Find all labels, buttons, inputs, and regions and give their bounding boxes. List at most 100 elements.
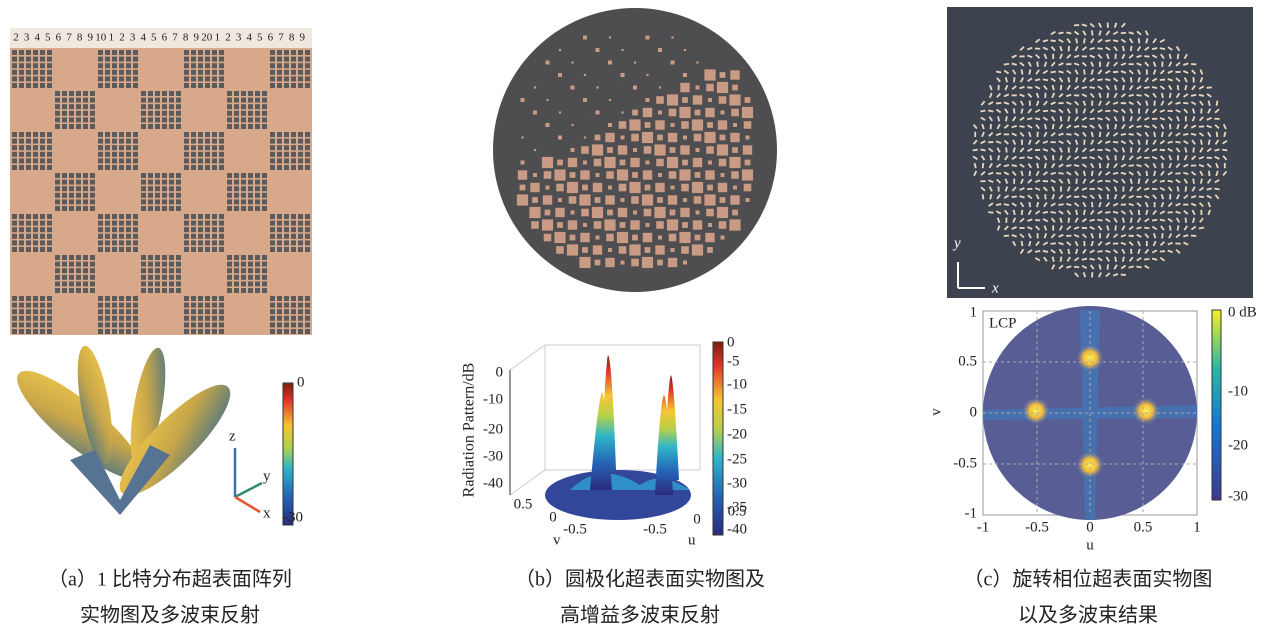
- dash: [1019, 157, 1024, 158]
- grid-cell: [105, 322, 110, 327]
- grid-cell: [155, 275, 160, 280]
- cell: [518, 170, 527, 179]
- grid-cell: [62, 206, 67, 211]
- grid-cell: [141, 255, 146, 260]
- ruler-digit: 4: [140, 32, 146, 44]
- grid-cell: [212, 234, 217, 239]
- x-tick-label: -1: [977, 519, 990, 535]
- grid-cell: [212, 322, 217, 327]
- cell: [654, 207, 665, 218]
- grid-cell: [227, 98, 232, 103]
- colorbar-label: -30: [727, 475, 747, 491]
- cell: [680, 145, 689, 154]
- cell: [704, 194, 715, 205]
- grid-cell: [119, 234, 124, 239]
- grid-cell: [277, 70, 282, 75]
- grid-cell: [112, 322, 117, 327]
- dash: [1191, 95, 1196, 96]
- grid-cell: [212, 152, 217, 157]
- grid-cell: [298, 240, 303, 245]
- ruler-digit: 8: [183, 32, 189, 44]
- grid-cell: [105, 214, 110, 219]
- grid-cell: [33, 50, 38, 55]
- dash: [1053, 124, 1054, 129]
- grid-cell: [270, 247, 275, 252]
- dash: [1131, 179, 1132, 184]
- grid-cell: [126, 63, 131, 68]
- grid-cell: [205, 83, 210, 88]
- grid-cell: [76, 288, 81, 293]
- grid-cell: [205, 139, 210, 144]
- grid-cell: [248, 186, 253, 191]
- grid-cell: [12, 70, 17, 75]
- grid-cell: [105, 296, 110, 301]
- dash: [1076, 77, 1077, 82]
- dash: [1053, 155, 1054, 160]
- dash: [1121, 134, 1126, 135]
- grid-cell: [40, 240, 45, 245]
- grid-cell: [148, 180, 153, 185]
- cell: [695, 235, 701, 241]
- grid-cell: [219, 83, 224, 88]
- grid-cell: [126, 322, 131, 327]
- cell: [533, 173, 537, 177]
- y-arrow: [235, 483, 262, 497]
- grid-cell: [26, 50, 31, 55]
- grid-cell: [76, 206, 81, 211]
- grid-cell: [241, 186, 246, 191]
- grid-cell: [184, 296, 189, 301]
- cell: [529, 207, 540, 218]
- grid-cell: [298, 158, 303, 163]
- grid-cell: [40, 296, 45, 301]
- cell: [721, 173, 725, 177]
- cell: [643, 170, 652, 179]
- dash: [1043, 111, 1048, 112]
- grid-cell: [262, 193, 267, 198]
- grid-cell: [19, 152, 24, 157]
- grid-cell: [90, 288, 95, 293]
- grid-cell: [83, 91, 88, 96]
- grid-cell: [205, 227, 210, 232]
- grid-cell: [155, 255, 160, 260]
- cell: [596, 48, 600, 52]
- dash: [1131, 77, 1132, 82]
- grid-cell: [119, 247, 124, 252]
- colorbar-label: -30: [283, 509, 303, 525]
- dash: [1043, 79, 1048, 80]
- grid-cell: [291, 329, 296, 334]
- grid-cell: [248, 91, 253, 96]
- grid-cell: [255, 124, 260, 129]
- grid-cell: [90, 206, 95, 211]
- grid-cell: [12, 50, 17, 55]
- cell: [708, 161, 712, 165]
- ruler-digit: 3: [236, 32, 242, 44]
- grid-cell: [12, 83, 17, 88]
- grid-cell: [191, 50, 196, 55]
- ruler-digit: 10: [95, 32, 107, 44]
- grid-cell: [40, 221, 45, 226]
- cell: [571, 124, 573, 126]
- cell: [731, 171, 739, 179]
- grid-cell: [198, 240, 203, 245]
- grid-cell: [227, 255, 232, 260]
- cell: [671, 248, 675, 252]
- grid-cell: [33, 158, 38, 163]
- grid-cell: [19, 70, 24, 75]
- colorbar: [283, 383, 293, 525]
- cell: [608, 61, 612, 65]
- dash: [990, 155, 991, 160]
- dash: [1076, 249, 1077, 254]
- grid-cell: [298, 50, 303, 55]
- grid-cell: [133, 234, 138, 239]
- grid-cell: [90, 180, 95, 185]
- cell: [630, 158, 639, 167]
- grid-cell: [234, 111, 239, 116]
- grid-cell: [119, 70, 124, 75]
- dash: [1152, 220, 1157, 221]
- cell: [557, 222, 563, 228]
- grid-cell: [12, 221, 17, 226]
- grid-cell: [255, 275, 260, 280]
- ruler-digit: 9: [193, 32, 199, 44]
- grid-cell: [69, 262, 74, 267]
- cell: [571, 148, 575, 152]
